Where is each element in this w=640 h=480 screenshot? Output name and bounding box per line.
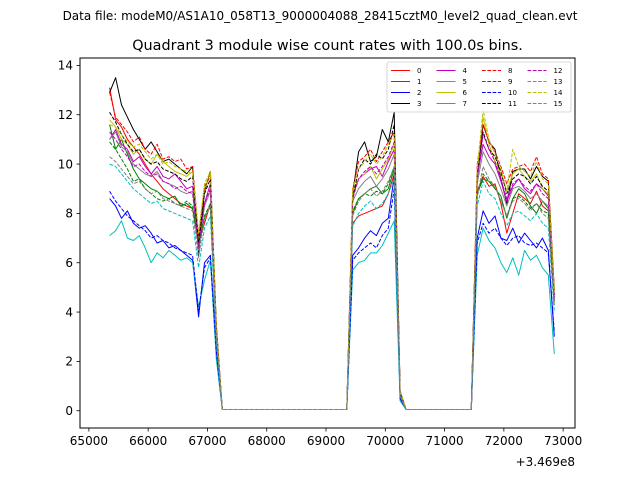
y-tick-label: 12 (58, 108, 73, 122)
x-tick-label: 68000 (248, 434, 286, 448)
legend-label: 5 (463, 78, 467, 86)
legend-label: 9 (508, 78, 512, 86)
chart-title: Quadrant 3 module wise count rates with … (132, 38, 523, 54)
x-tick-label: 73000 (544, 434, 582, 448)
legend-label: 1 (417, 78, 421, 86)
legend-label: 8 (508, 67, 512, 75)
series-line-8 (109, 92, 555, 410)
series-layer (109, 77, 555, 410)
y-axis: 0 2 4 6 8 10 12 14 (58, 59, 80, 418)
x-tick-label: 67000 (188, 434, 226, 448)
legend-label: 14 (554, 89, 563, 97)
x-tick-label: 66000 (129, 434, 167, 448)
y-tick-label: 8 (65, 207, 73, 221)
x-tick-label: 71000 (425, 434, 463, 448)
y-tick-label: 0 (65, 404, 73, 418)
series-line-13 (109, 163, 555, 410)
series-line-5 (109, 220, 555, 410)
legend-label: 7 (463, 100, 467, 108)
legend-label: 3 (417, 100, 421, 108)
legend-label: 11 (508, 100, 517, 108)
series-line-7 (109, 131, 555, 410)
y-tick-label: 14 (58, 59, 73, 73)
x-offset-label: +3.469e8 (516, 455, 575, 469)
legend-label: 12 (554, 67, 563, 75)
legend-label: 2 (417, 89, 421, 97)
legend-label: 15 (554, 100, 563, 108)
plot-area: 65000 66000 67000 68000 69000 70000 71000 72000… (58, 57, 582, 469)
legend-label: 10 (508, 89, 517, 97)
y-tick-label: 10 (58, 157, 73, 171)
legend-label: 6 (463, 89, 468, 97)
axes-frame (79, 57, 576, 429)
series-line-14 (109, 109, 555, 410)
series-line-12 (109, 131, 555, 410)
x-tick-label: 70000 (366, 434, 404, 448)
series-line-15 (109, 156, 555, 410)
y-tick-label: 4 (65, 305, 73, 319)
legend-label: 13 (554, 78, 563, 86)
series-line-10 (109, 188, 555, 410)
file-suptitle: Data file: modeM0/AS1A10_058T13_90000040… (63, 9, 578, 23)
y-tick-label: 2 (65, 355, 73, 369)
legend-label: 4 (463, 67, 468, 75)
series-line-2 (109, 175, 555, 410)
legend-box (386, 61, 572, 113)
x-axis: 65000 66000 67000 68000 69000 70000 71000 72000… (70, 428, 582, 448)
series-line-0 (109, 87, 555, 410)
x-tick-label: 69000 (307, 434, 345, 448)
y-tick-label: 6 (65, 256, 73, 270)
x-tick-label: 72000 (485, 434, 523, 448)
legend-label: 0 (417, 67, 421, 75)
x-tick-label: 65000 (70, 434, 108, 448)
